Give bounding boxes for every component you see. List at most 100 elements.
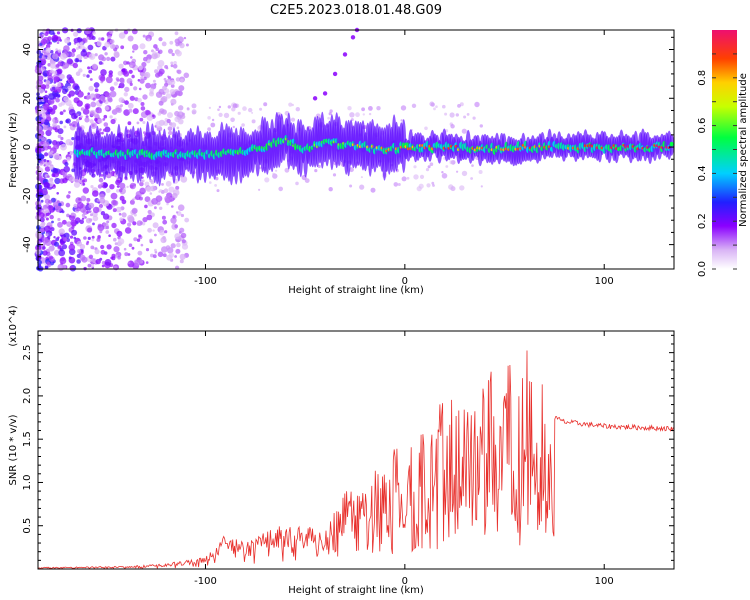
spectrogram-noise-blob bbox=[42, 237, 49, 244]
spectrogram-noise-blob bbox=[88, 53, 96, 60]
spectrogram-noise-blob bbox=[232, 125, 235, 129]
spectrogram-panel: -100 0 100 -40 -20 0 20 40 Height of straight l… bbox=[8, 27, 675, 296]
spectrogram-noise-blob bbox=[119, 195, 125, 201]
spectrogram-noise-blob bbox=[455, 113, 459, 117]
spectrogram-noise-blob bbox=[90, 263, 95, 268]
spectrogram-noise-blob bbox=[418, 183, 424, 189]
spectrogram-noise-blob bbox=[86, 197, 91, 202]
spectrogram-noise-blob bbox=[154, 233, 157, 237]
spectrogram-noise-blob bbox=[113, 246, 120, 253]
colorbar-tick-label: 0.6 bbox=[697, 118, 708, 134]
spectrogram-noise-blob bbox=[41, 118, 45, 123]
spectrogram-noise-blob bbox=[74, 85, 80, 91]
spectrogram-noise-blob bbox=[95, 258, 101, 265]
spectrogram-noise-blob bbox=[48, 199, 53, 204]
spectrogram-noise-blob bbox=[86, 211, 89, 214]
spectrogram-noise-blob bbox=[40, 38, 48, 45]
spectrogram-noise-blob bbox=[52, 53, 59, 60]
spectrogram-noise-blob bbox=[217, 108, 220, 111]
spectrogram-noise-blob bbox=[36, 174, 43, 181]
colorbar-tick-label: 0.2 bbox=[697, 213, 708, 229]
spectrogram-noise-blob bbox=[146, 186, 152, 193]
spectrogram-x-tick-label: 0 bbox=[402, 276, 408, 287]
spectrogram-noise-blob bbox=[127, 222, 132, 227]
spectrogram-noise-blob bbox=[57, 236, 60, 239]
spectrogram-noise-blob bbox=[96, 41, 102, 47]
spectrogram-noise-blob bbox=[70, 52, 75, 58]
spectrogram-noise-blob bbox=[192, 110, 196, 115]
spectrogram-noise-blob bbox=[142, 121, 146, 124]
spectrogram-noise-blob bbox=[411, 103, 417, 109]
spectrogram-noise-blob bbox=[122, 189, 125, 193]
spectrogram-noise-blob bbox=[63, 125, 67, 129]
spectrogram-noise-blob bbox=[97, 235, 101, 239]
spectrogram-noise-blob bbox=[175, 90, 181, 96]
spectrogram-noise-blob bbox=[98, 61, 103, 65]
spectrogram-noise-blob bbox=[129, 82, 133, 86]
spectrogram-noise-blob bbox=[76, 118, 80, 123]
spectrogram-noise-blob bbox=[141, 222, 146, 226]
figure-title: C2E5.2023.018.01.48.G09 bbox=[270, 3, 442, 18]
spectrogram-noise-blob bbox=[58, 249, 66, 257]
spectrogram-noise-blob bbox=[87, 263, 92, 268]
spectrogram-noise-blob bbox=[474, 101, 480, 108]
spectrogram-noise-blob bbox=[218, 112, 223, 117]
spectrogram-noise-blob bbox=[83, 236, 87, 240]
spectrogram-noise-blob bbox=[349, 184, 353, 188]
spectrogram-noise-blob bbox=[43, 158, 47, 162]
spectrogram-noise-blob bbox=[69, 176, 76, 183]
spectrogram-noise-blob bbox=[216, 189, 220, 193]
spectrogram-noise-blob bbox=[138, 87, 142, 91]
spectrogram-noise-blob bbox=[368, 112, 372, 116]
spectrogram-noise-blob bbox=[137, 257, 141, 261]
spectrogram-noise-blob bbox=[44, 225, 51, 233]
spectrogram-noise-blob bbox=[36, 124, 41, 130]
spectrogram-noise-blob bbox=[101, 131, 104, 135]
spectrogram-noise-blob bbox=[49, 214, 54, 220]
spectrogram-noise-blob bbox=[161, 215, 166, 220]
spectrogram-noise-blob bbox=[99, 230, 103, 234]
snr-series-line bbox=[37, 350, 674, 570]
spectrogram-noise-blob bbox=[176, 126, 180, 130]
spectrogram-noise-blob bbox=[66, 156, 71, 162]
spectrogram-noise-blob bbox=[62, 219, 67, 225]
spectrogram-noise-blob bbox=[128, 243, 133, 247]
snr-y-tick-label: 1.5 bbox=[22, 431, 33, 447]
spectrogram-noise-blob bbox=[159, 189, 163, 192]
spectrogram-noise-blob bbox=[144, 196, 151, 203]
spectrogram-noise-blob bbox=[41, 58, 47, 65]
spectrogram-noise-blob bbox=[165, 93, 172, 99]
spectrogram-noise-blob bbox=[57, 263, 65, 271]
spectrogram-noise-blob bbox=[63, 109, 66, 113]
spectrogram-noise-blob bbox=[92, 206, 100, 214]
snr-panel: -100 0 100 0.5 1.0 1.5 2.0 2.5 Height of straig… bbox=[8, 305, 675, 596]
spectrogram-noise-blob bbox=[57, 134, 62, 139]
spectrogram-noise-blob bbox=[94, 41, 97, 45]
spectrogram-noise-blob bbox=[76, 100, 83, 107]
spectrogram-noise-blob bbox=[113, 51, 120, 57]
spectrogram-noise-blob bbox=[152, 114, 155, 118]
spectrogram-noise-blob bbox=[68, 244, 76, 251]
spectrogram-noise-blob bbox=[170, 217, 177, 224]
spectrogram-noise-blob bbox=[100, 37, 105, 41]
spectrogram-noise-blob bbox=[94, 88, 99, 93]
spectrogram-noise-blob bbox=[61, 244, 68, 250]
spectrogram-noise-blob bbox=[80, 50, 88, 57]
spectrogram-noise-blob bbox=[118, 32, 126, 39]
snr-x-tick-label: 0 bbox=[402, 576, 408, 587]
spectrogram-noise-blob bbox=[126, 78, 133, 84]
spectrogram-noise-blob bbox=[50, 150, 54, 154]
spectrogram-noise-blob bbox=[154, 248, 157, 252]
spectrogram-noise-blob bbox=[39, 228, 45, 234]
spectrogram-noise-blob bbox=[59, 53, 67, 60]
spectrogram-noise-blob bbox=[425, 168, 430, 172]
spectrogram-noise-blob bbox=[48, 93, 55, 100]
spectrogram-noise-blob bbox=[100, 182, 104, 186]
spectrogram-noise-blob bbox=[74, 58, 79, 63]
spectrogram-noise-blob bbox=[49, 50, 54, 54]
spectrogram-noise-blob bbox=[45, 129, 52, 137]
spectrogram-noise-blob bbox=[248, 107, 253, 113]
spectrogram-noise-blob bbox=[176, 242, 181, 248]
spectrogram-noise-blob bbox=[49, 108, 56, 115]
spectrogram-noise-blob bbox=[39, 222, 46, 228]
